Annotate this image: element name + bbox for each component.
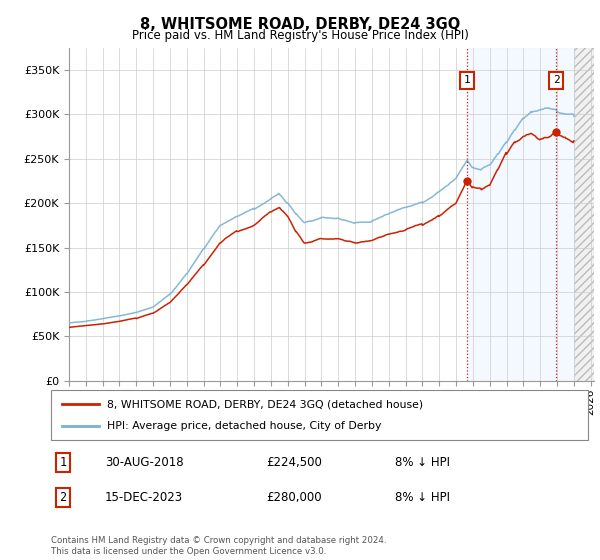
Text: £224,500: £224,500 (266, 456, 322, 469)
Text: 15-DEC-2023: 15-DEC-2023 (105, 491, 183, 504)
Text: 8% ↓ HPI: 8% ↓ HPI (395, 456, 449, 469)
Text: £280,000: £280,000 (266, 491, 322, 504)
Text: 8, WHITSOME ROAD, DERBY, DE24 3GQ: 8, WHITSOME ROAD, DERBY, DE24 3GQ (140, 17, 460, 32)
Text: HPI: Average price, detached house, City of Derby: HPI: Average price, detached house, City… (107, 421, 382, 431)
Bar (574, 48, 594, 381)
Text: Price paid vs. HM Land Registry's House Price Index (HPI): Price paid vs. HM Land Registry's House … (131, 29, 469, 42)
Text: 1: 1 (464, 76, 470, 86)
Text: 30-AUG-2018: 30-AUG-2018 (105, 456, 184, 469)
Text: 2: 2 (553, 76, 560, 86)
FancyBboxPatch shape (51, 390, 588, 440)
Bar (467, 48, 574, 381)
Bar (574, 48, 594, 381)
Text: 2: 2 (59, 491, 67, 504)
Text: Contains HM Land Registry data © Crown copyright and database right 2024.
This d: Contains HM Land Registry data © Crown c… (51, 536, 386, 556)
Text: 8% ↓ HPI: 8% ↓ HPI (395, 491, 449, 504)
Text: 1: 1 (59, 456, 67, 469)
Text: 8, WHITSOME ROAD, DERBY, DE24 3GQ (detached house): 8, WHITSOME ROAD, DERBY, DE24 3GQ (detac… (107, 399, 424, 409)
